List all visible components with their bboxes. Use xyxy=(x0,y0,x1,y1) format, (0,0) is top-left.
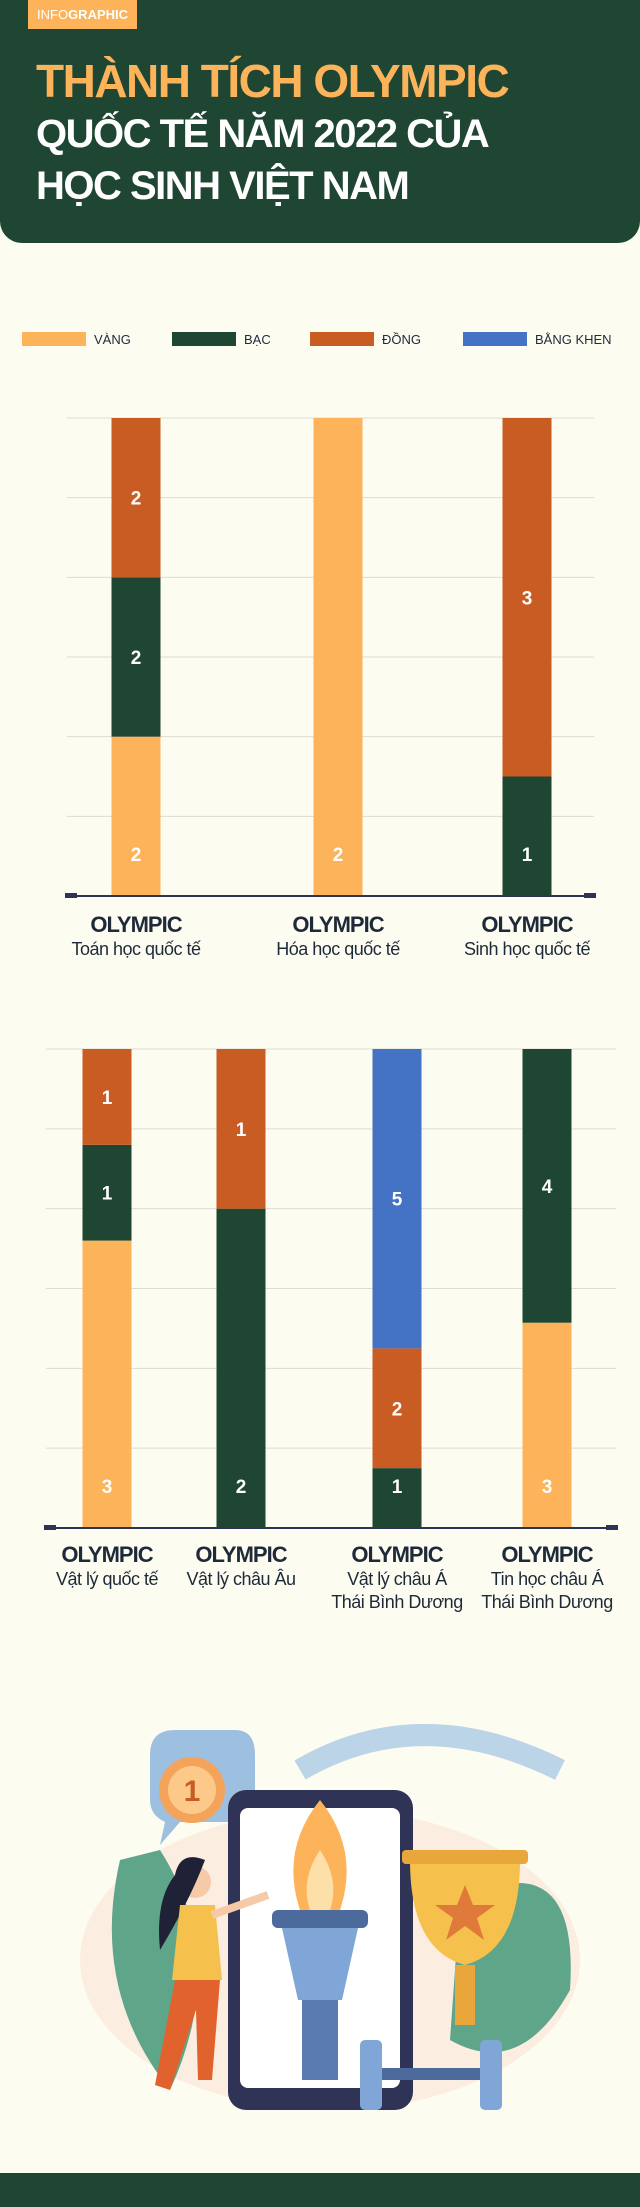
category-prefix: OLYMPIC xyxy=(481,912,573,937)
category-name: Vật lý quốc tế xyxy=(55,1569,159,1589)
legend-swatch xyxy=(172,332,236,346)
value-label: 2 xyxy=(333,845,344,866)
header: INFOGRAPHIC THÀNH TÍCH OLYMPIC QUỐC TẾ N… xyxy=(0,0,640,243)
value-label: 3 xyxy=(102,1477,113,1498)
bar-segment xyxy=(502,776,552,896)
category-prefix: OLYMPIC xyxy=(195,1542,287,1567)
category-prefix: OLYMPIC xyxy=(61,1542,153,1567)
category-prefix: OLYMPIC xyxy=(292,912,384,937)
category-label: OLYMPIC Tin học châu Á Thái Bình Dương xyxy=(437,1542,640,1614)
bar-segment xyxy=(216,1208,266,1528)
title-line: THÀNH TÍCH OLYMPIC xyxy=(36,55,510,107)
value-label: 1 xyxy=(522,845,533,866)
bar-segment xyxy=(313,418,363,896)
medal-label: 1 xyxy=(184,1775,201,1808)
bar-segment xyxy=(111,577,161,737)
category-label: OLYMPIC Toán học quốc tế xyxy=(26,912,246,961)
bar-segment xyxy=(82,1049,132,1145)
value-label: 2 xyxy=(131,489,142,510)
value-label: 2 xyxy=(236,1477,247,1498)
bar-segment xyxy=(372,1348,422,1469)
category-name: Toán học quốc tế xyxy=(71,939,201,959)
bar-segment xyxy=(502,418,552,777)
tag-text: GRAPHIC xyxy=(68,7,129,22)
value-label: 1 xyxy=(102,1184,113,1205)
value-label: 5 xyxy=(392,1190,403,1211)
footer xyxy=(0,2173,640,2207)
axis-end xyxy=(44,1525,56,1530)
value-label: 4 xyxy=(542,1177,553,1198)
value-label: 1 xyxy=(102,1088,113,1109)
bar-segment xyxy=(111,736,161,896)
legend-swatch xyxy=(310,332,374,346)
category-name: Tin học châu Á Thái Bình Dương xyxy=(481,1569,613,1612)
bar-segment xyxy=(522,1049,572,1323)
axis-end xyxy=(65,893,77,898)
category-label: OLYMPIC Vật lý quốc tế xyxy=(0,1542,217,1591)
bar-segment xyxy=(111,418,161,578)
bar-segment xyxy=(372,1468,422,1528)
bar-segment xyxy=(522,1322,572,1528)
category-name: Vật lý châu Á Thái Bình Dương xyxy=(331,1569,463,1612)
value-label: 3 xyxy=(542,1477,553,1498)
category-name: Sinh học quốc tế xyxy=(463,939,591,959)
bar-segment xyxy=(372,1049,422,1349)
axis-end xyxy=(606,1525,618,1530)
value-label: 3 xyxy=(522,588,533,609)
bar-segment xyxy=(82,1240,132,1528)
axis-end xyxy=(584,893,596,898)
value-label: 1 xyxy=(392,1477,403,1498)
title-line: QUỐC TẾ NĂM 2022 CỦA xyxy=(36,112,490,156)
category-prefix: OLYMPIC xyxy=(90,912,182,937)
legend-swatch xyxy=(22,332,86,346)
category-label: OLYMPIC Vật lý châu Á Thái Bình Dương xyxy=(287,1542,507,1614)
tag-text: INFO xyxy=(37,7,69,22)
value-label: 2 xyxy=(131,648,142,669)
value-label: 2 xyxy=(131,845,142,866)
title-line: HỌC SINH VIỆT NAM xyxy=(36,164,410,208)
legend-label: VÀNG xyxy=(94,332,131,347)
value-label: 2 xyxy=(392,1399,403,1420)
category-label: OLYMPIC Vật lý châu Âu xyxy=(131,1542,351,1591)
bar-segment xyxy=(82,1144,132,1241)
category-label: OLYMPIC Sinh học quốc tế xyxy=(417,912,637,961)
legend-swatch xyxy=(463,332,527,346)
category-label: OLYMPIC Hóa học quốc tế xyxy=(228,912,448,961)
category-prefix: OLYMPIC xyxy=(501,1542,593,1567)
legend-label: BẠC xyxy=(244,332,271,347)
legend-label: ĐỒNG xyxy=(382,332,421,347)
illustration: 1 xyxy=(80,1724,580,2110)
legend-label: BẰNG KHEN xyxy=(535,332,612,347)
tag: INFOGRAPHIC xyxy=(28,0,138,29)
category-prefix: OLYMPIC xyxy=(351,1542,443,1567)
category-name: Vật lý châu Âu xyxy=(186,1569,296,1589)
category-name: Hóa học quốc tế xyxy=(276,939,400,959)
bar-segment xyxy=(216,1049,266,1209)
value-label: 1 xyxy=(236,1120,247,1141)
